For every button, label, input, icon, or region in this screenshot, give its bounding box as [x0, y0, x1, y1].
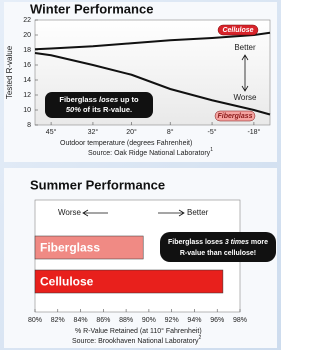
worse-label: Worse — [58, 208, 82, 217]
x-tick-label: 80% — [28, 317, 42, 324]
callout-text: Fiberglass loses up to — [59, 95, 139, 104]
legend-label: Cellulose — [222, 27, 253, 34]
y-tick-label: 22 — [23, 17, 31, 24]
bar-label: Cellulose — [40, 275, 94, 289]
x-tick-label: 45° — [46, 128, 57, 136]
callout-part: Fiberglass loses — [168, 239, 225, 246]
y-tick-label: 12 — [23, 92, 31, 99]
source: Source: Brookhaven National Laboratory2 — [72, 335, 201, 345]
callout-text: R-value than cellulose! — [180, 250, 256, 257]
chart-title: Winter Performance — [30, 1, 153, 16]
series-line — [34, 52, 271, 116]
y-tick-label: 18 — [23, 47, 31, 54]
x-tick-label: 90% — [142, 317, 156, 324]
x-tick-label: 86% — [96, 317, 110, 324]
source-note: 2 — [198, 335, 201, 341]
arrow — [241, 54, 249, 92]
callout-part: loses — [99, 95, 118, 104]
y-tick-label: 14 — [23, 77, 31, 84]
x-tick-label: 8° — [167, 128, 174, 136]
y-tick-label: 20 — [23, 32, 31, 39]
source-text: Source: Oak Ridge National Laboratory — [88, 150, 211, 157]
callout-part: 3 times — [225, 239, 249, 246]
x-axis-label: Outdoor temperature (degrees Fahrenheit) — [60, 140, 192, 147]
arrow — [82, 209, 185, 217]
x-tick-label: 88% — [119, 317, 133, 324]
callout-text: Fiberglass loses 3 times more — [168, 239, 268, 246]
legend-label: Fiberglass — [217, 113, 252, 120]
x-tick-label: 98% — [233, 317, 247, 324]
callout-part: up to — [118, 95, 139, 104]
y-tick-label: 10 — [23, 107, 31, 114]
callout-box — [45, 92, 153, 118]
x-tick-label: -18° — [247, 128, 260, 136]
callout-text: 50% of its R-value. — [66, 105, 132, 114]
y-tick-label: 8 — [27, 122, 31, 129]
better-label: Better — [187, 208, 209, 217]
x-tick-label: 84% — [74, 317, 88, 324]
source-text: Source: Brookhaven National Laboratory — [72, 338, 199, 345]
callout-part: 50% — [66, 105, 81, 114]
source: Source: Oak Ridge National Laboratory1 — [88, 147, 213, 157]
bar — [34, 235, 144, 260]
y-axis-label: Tested R-value — [5, 45, 14, 99]
source-note: 1 — [210, 147, 213, 153]
x-tick-label: 32° — [88, 128, 99, 136]
callout-part: more — [249, 239, 268, 246]
y-tick-label: 16 — [23, 62, 31, 69]
x-tick-label: 94% — [187, 317, 201, 324]
chart-title: Summer Performance — [30, 177, 165, 192]
bar — [34, 269, 224, 294]
x-tick-label: 96% — [210, 317, 224, 324]
callout-box — [160, 232, 276, 262]
x-tick-label: 92% — [165, 317, 179, 324]
legend-pill — [217, 24, 259, 36]
legend-pill — [214, 110, 256, 122]
worse-label: Worse — [234, 93, 258, 102]
better-label: Better — [234, 43, 256, 52]
callout-part: Fiberglass — [59, 95, 99, 104]
series-line — [34, 31, 271, 51]
x-tick-label: -5° — [208, 128, 217, 136]
x-tick-label: 20° — [126, 128, 137, 136]
callout-part: of its R-value. — [81, 105, 132, 114]
bar-label: Fiberglass — [40, 241, 100, 255]
x-axis-label: % R-Value Retained (at 110° Fahrenheit) — [75, 327, 202, 335]
x-tick-label: 82% — [51, 317, 65, 324]
